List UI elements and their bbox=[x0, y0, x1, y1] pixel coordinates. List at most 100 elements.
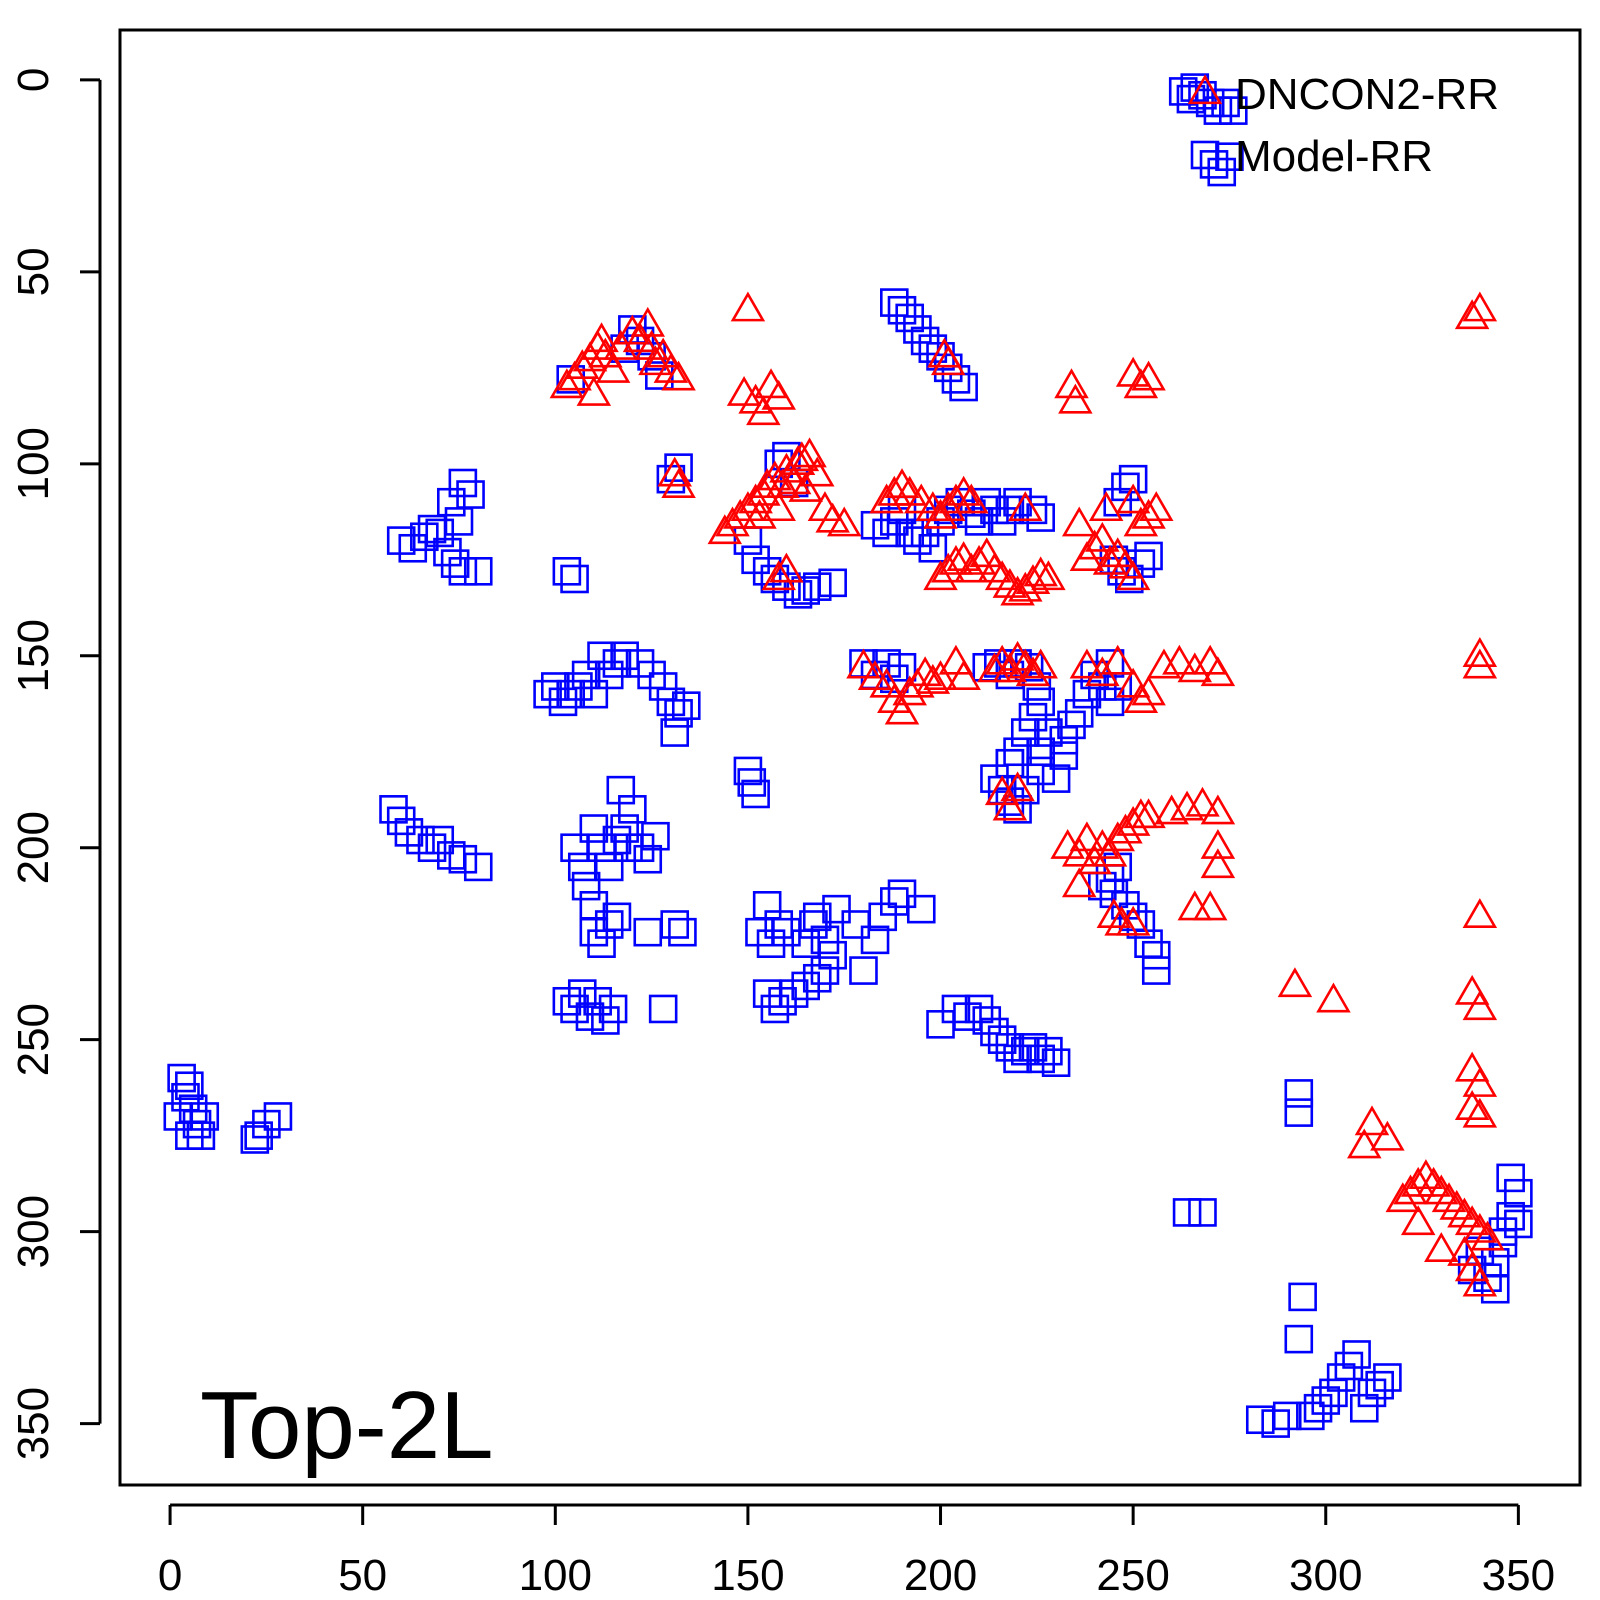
dncon2-rr-point bbox=[1462, 1266, 1498, 1297]
model-rr-point bbox=[1261, 1409, 1290, 1438]
legend-triangle-icon bbox=[1187, 74, 1223, 105]
y-tick-label: 350 bbox=[9, 1387, 58, 1460]
model-rr-point bbox=[1288, 1282, 1317, 1312]
model-rr-point bbox=[1010, 1036, 1040, 1066]
dncon2-rr-point bbox=[1400, 1205, 1436, 1236]
model-rr-point bbox=[1010, 718, 1040, 747]
dncon2-rr-point bbox=[938, 544, 974, 575]
x-tick-label: 150 bbox=[711, 1551, 784, 1600]
model-rr-point bbox=[433, 537, 462, 567]
dncon2-rr-point bbox=[1092, 544, 1128, 575]
model-rr-point bbox=[1296, 1401, 1325, 1431]
dncon2-rr-point bbox=[1061, 836, 1097, 867]
model-rr-point bbox=[1215, 142, 1244, 171]
dncon2-rr-point bbox=[1131, 498, 1166, 529]
model-rr-point bbox=[1026, 687, 1055, 717]
dncon2-rr-point bbox=[769, 552, 804, 583]
model-rr-point bbox=[895, 518, 925, 548]
model-rr-point bbox=[560, 994, 589, 1024]
dncon2-rr-point bbox=[1177, 652, 1213, 683]
model-rr-point bbox=[175, 1071, 204, 1101]
model-rr-point bbox=[598, 994, 628, 1024]
model-rr-point bbox=[1041, 1048, 1071, 1078]
model-rr-point bbox=[964, 507, 994, 536]
model-rr-point bbox=[791, 929, 820, 958]
model-rr-point bbox=[941, 994, 971, 1024]
model-rr-point bbox=[995, 495, 1025, 525]
model-rr-point bbox=[552, 557, 582, 586]
model-rr-point bbox=[410, 522, 439, 552]
dncon2-rr-point bbox=[1462, 898, 1498, 929]
model-rr-point bbox=[1496, 1163, 1525, 1193]
model-rr-point bbox=[548, 687, 578, 717]
dncon2-rr-point bbox=[1462, 1212, 1498, 1243]
legend-label: Model-RR bbox=[1235, 132, 1433, 181]
model-rr-point bbox=[668, 917, 697, 947]
model-rr-point bbox=[571, 871, 601, 901]
dncon2-rr-point bbox=[1031, 560, 1066, 591]
model-rr-point bbox=[964, 994, 994, 1024]
model-rr-point bbox=[1284, 1324, 1314, 1354]
model-rr-point bbox=[417, 514, 447, 544]
model-rr-point bbox=[594, 910, 624, 939]
dncon2-rr-point bbox=[630, 306, 666, 337]
model-rr-point bbox=[1041, 764, 1071, 793]
model-rr-point bbox=[560, 564, 589, 594]
model-rr-point bbox=[987, 507, 1017, 536]
model-rr-point bbox=[995, 1033, 1025, 1062]
model-rr-point bbox=[463, 852, 493, 882]
model-rr-point bbox=[1373, 1363, 1402, 1392]
dncon2-rr-point bbox=[1454, 1051, 1490, 1082]
model-rr-point bbox=[1319, 1378, 1348, 1408]
model-rr-point bbox=[660, 718, 690, 747]
dncon2-rr-point bbox=[638, 345, 673, 376]
model-rr-point bbox=[436, 487, 466, 517]
model-rr-point bbox=[406, 825, 435, 855]
dncon2-rr-point bbox=[1200, 656, 1236, 687]
model-rr-point bbox=[1026, 737, 1055, 767]
model-rr-point bbox=[741, 779, 770, 809]
model-rr-point bbox=[648, 672, 678, 701]
dncon2-rr-point bbox=[722, 498, 758, 529]
dncon2-rr-point bbox=[1139, 491, 1174, 522]
model-rr-point bbox=[448, 468, 478, 498]
dncon2-rr-point bbox=[930, 491, 966, 522]
model-rr-point bbox=[810, 956, 840, 985]
dncon2-rr-point bbox=[1454, 1090, 1490, 1120]
model-rr-point bbox=[737, 768, 767, 797]
model-rr-point bbox=[1180, 73, 1210, 102]
dncon2-rr-point bbox=[869, 667, 904, 698]
dncon2-rr-point bbox=[1146, 648, 1182, 679]
model-rr-point bbox=[1284, 1098, 1314, 1127]
y-tick-label: 250 bbox=[9, 1003, 58, 1076]
model-rr-point bbox=[1010, 775, 1040, 805]
model-rr-point bbox=[1018, 495, 1048, 525]
model-rr-point bbox=[625, 649, 655, 678]
dncon2-rr-point bbox=[984, 644, 1020, 675]
model-rr-point bbox=[556, 679, 586, 709]
x-tick-label: 350 bbox=[1482, 1551, 1555, 1600]
model-rr-point bbox=[425, 518, 455, 548]
dncon2-rr-point bbox=[923, 660, 958, 690]
model-rr-point bbox=[860, 925, 890, 955]
model-rr-point bbox=[1342, 1340, 1371, 1369]
model-rr-point bbox=[756, 929, 786, 958]
model-rr-point bbox=[240, 1125, 270, 1154]
dncon2-rr-point bbox=[1115, 805, 1151, 836]
model-rr-point bbox=[1207, 157, 1237, 187]
model-rr-point bbox=[1488, 1228, 1518, 1258]
dncon2-rr-point bbox=[1162, 644, 1197, 675]
model-rr-point bbox=[1349, 1393, 1379, 1423]
model-rr-point bbox=[594, 660, 624, 690]
dncon2-rr-point bbox=[1316, 982, 1351, 1013]
panel-annotation: Top-2L bbox=[200, 1372, 494, 1479]
dncon2-rr-point bbox=[1200, 848, 1236, 879]
model-rr-point bbox=[587, 929, 616, 958]
model-rr-point bbox=[1118, 464, 1148, 494]
model-rr-point bbox=[1218, 96, 1248, 125]
model-rr-point bbox=[995, 748, 1025, 778]
dncon2-rr-point bbox=[1347, 1128, 1382, 1159]
dncon2-rr-point bbox=[884, 468, 920, 499]
model-rr-point bbox=[1003, 795, 1032, 824]
dncon2-rr-point bbox=[1393, 1174, 1428, 1205]
